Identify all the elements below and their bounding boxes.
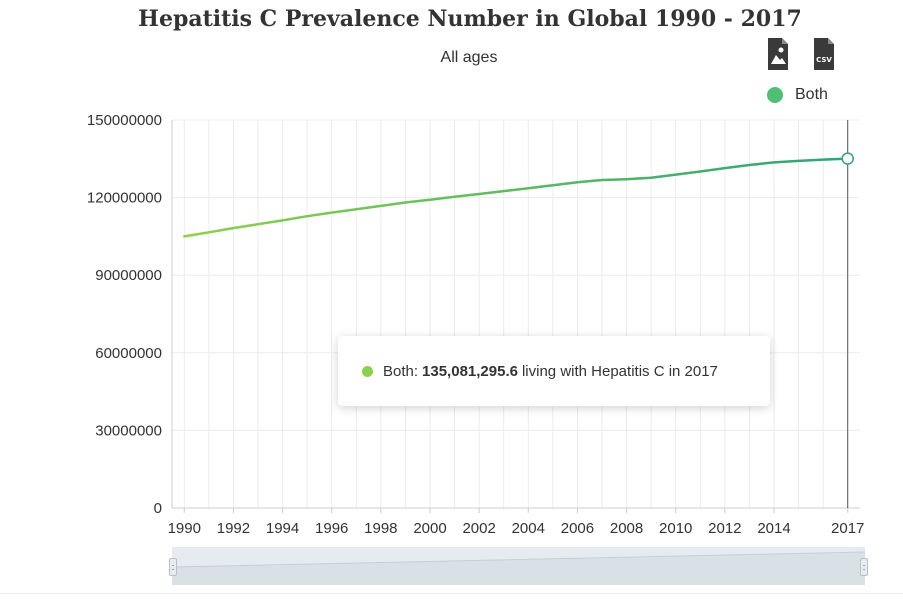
tooltip-marker bbox=[362, 365, 373, 377]
x-tick-label: 2000 bbox=[413, 520, 446, 537]
series-line-both bbox=[183, 157, 849, 238]
x-tick-label: 2012 bbox=[708, 520, 741, 537]
csv-icon-label: CSV bbox=[816, 56, 832, 64]
x-tick-label: 1996 bbox=[315, 520, 348, 537]
range-handle-left[interactable] bbox=[169, 558, 177, 576]
x-tick-label: 2010 bbox=[659, 520, 692, 537]
tooltip-description: living with Hepatitis C in 2017 bbox=[521, 362, 718, 380]
y-tick-label: 90000000 bbox=[95, 267, 162, 284]
data-tooltip: Both: 135,081,295.6 living with Hepatiti… bbox=[338, 336, 770, 406]
x-tick-label: 2002 bbox=[462, 520, 495, 537]
x-tick-label: 2014 bbox=[757, 520, 790, 537]
legend-item-both[interactable]: Both bbox=[767, 86, 828, 104]
x-tick-label: 1994 bbox=[266, 520, 299, 537]
tooltip-series-name: Both: bbox=[383, 362, 419, 380]
csv-download-icon[interactable]: CSV bbox=[812, 38, 836, 72]
image-download-icon[interactable] bbox=[766, 38, 790, 72]
y-tick-label: 0 bbox=[154, 500, 162, 517]
chart-title: Hepatitis C Prevalence Number in Global … bbox=[138, 6, 802, 32]
range-handle-right[interactable] bbox=[860, 558, 868, 576]
y-tick-label: 120000000 bbox=[87, 190, 162, 207]
y-tick-label: 60000000 bbox=[95, 345, 162, 362]
x-tick-label: 2017 bbox=[831, 520, 864, 537]
y-tick-label: 150000000 bbox=[87, 112, 162, 129]
highlight-point bbox=[841, 152, 854, 165]
legend-marker bbox=[767, 87, 783, 103]
x-tick-label: 2006 bbox=[561, 520, 594, 537]
divider bbox=[0, 593, 903, 594]
y-tick-label: 30000000 bbox=[95, 422, 162, 439]
x-tick-label: 1990 bbox=[168, 520, 201, 537]
navigator-preview bbox=[172, 551, 865, 585]
x-tick-label: 2008 bbox=[610, 520, 643, 537]
x-tick-label: 1998 bbox=[364, 520, 397, 537]
legend-label: Both bbox=[795, 86, 828, 103]
x-tick-label: 2004 bbox=[512, 520, 545, 537]
chart-subtitle: All ages bbox=[440, 49, 498, 66]
range-navigator[interactable] bbox=[169, 547, 868, 585]
x-tick-label: 1992 bbox=[217, 520, 250, 537]
tooltip-value: 135,081,295.6 bbox=[422, 362, 518, 380]
